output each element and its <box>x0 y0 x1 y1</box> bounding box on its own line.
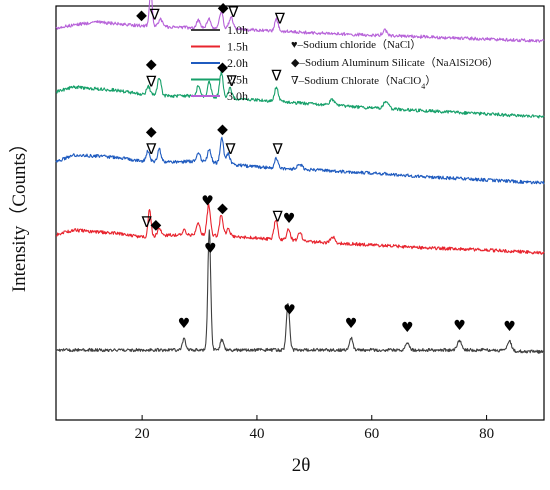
peak-marker-14: ∇ <box>145 140 157 158</box>
peak-marker-22: ∇ <box>270 66 282 84</box>
peak-marker-23: ◆ <box>136 8 147 24</box>
phase-key-entry-1: ◆–Sodium Aluminum Silicate（NaAlSi2O6） <box>291 56 499 69</box>
series-line-1.5h <box>55 203 545 255</box>
peak-marker-8: ◆ <box>151 217 162 233</box>
y-axis-title: Intensity（Counts） <box>8 134 30 292</box>
peak-marker-12: ♥ <box>283 211 296 227</box>
legend-label-3.0h: 3.0h <box>227 89 248 103</box>
peak-marker-10: ◆ <box>217 201 228 217</box>
series-line-3.0h <box>55 0 545 43</box>
peak-marker-2: ♥ <box>283 303 296 319</box>
peak-marker-16: ∇ <box>224 140 236 158</box>
x-tick-label: 80 <box>479 426 494 442</box>
peak-marker-0: ♥ <box>178 316 191 332</box>
peak-marker-24: ∇ <box>149 6 161 24</box>
peak-marker-15: ◆ <box>217 122 228 138</box>
peak-marker-17: ∇ <box>272 140 284 158</box>
phase-key: ♥–Sodium chloride（NaCl） ◆–Sodium Aluminum… <box>291 38 499 91</box>
legend-label-1.0h: 1.0h <box>227 23 248 37</box>
peak-marker-9: ♥ <box>201 193 214 209</box>
peak-marker-13: ◆ <box>146 124 157 140</box>
peak-marker-11: ∇ <box>272 207 284 225</box>
legend-label-2.0h: 2.0h <box>227 56 248 70</box>
legend: 1.0h 1.5h 2.0h 2.5h 3.0h <box>191 23 248 103</box>
x-tick-label: 20 <box>135 426 150 442</box>
legend-label-2.5h: 2.5h <box>227 73 248 87</box>
peak-marker-25: ◆ <box>218 0 229 16</box>
peak-marker-27: ∇ <box>274 10 286 28</box>
series-line-2.5h <box>55 70 545 119</box>
peak-annotations: ♥♥♥♥ ♥ ♥ ♥∇◆♥ ◆ ∇ ♥◆∇◆∇ ∇◆∇◆∇ ∇◆ ∇ ◆ ∇ ∇ <box>136 0 516 336</box>
peak-marker-21: ∇ <box>226 72 238 90</box>
peak-marker-3: ♥ <box>345 316 358 332</box>
phase-key-entry-2: ∇–Sodium Chlorate（NaClO4） <box>291 74 436 91</box>
peak-marker-6: ♥ <box>503 319 516 335</box>
x-tick-label: 60 <box>364 426 379 442</box>
peak-marker-5: ♥ <box>453 318 466 334</box>
x-tick-label: 40 <box>249 426 264 442</box>
peak-marker-7: ∇ <box>141 213 153 231</box>
x-axis-ticks: 20 40 60 80 <box>135 415 494 442</box>
legend-label-1.5h: 1.5h <box>227 40 248 54</box>
peak-marker-18: ◆ <box>146 57 157 73</box>
peak-marker-4: ♥ <box>401 320 414 336</box>
series-line-1.0h <box>55 229 545 354</box>
peak-marker-19: ∇ <box>145 73 157 91</box>
peak-marker-20: ◆ <box>217 60 228 76</box>
phase-key-entry-0: ♥–Sodium chloride（NaCl） <box>291 38 421 51</box>
series-line-2.0h <box>55 136 545 185</box>
series-layer <box>55 0 545 354</box>
plot-frame <box>55 5 545 421</box>
peak-marker-1: ♥ <box>204 241 217 257</box>
peak-marker-26: ∇ <box>227 3 239 21</box>
x-axis-title: 2θ <box>292 455 311 476</box>
